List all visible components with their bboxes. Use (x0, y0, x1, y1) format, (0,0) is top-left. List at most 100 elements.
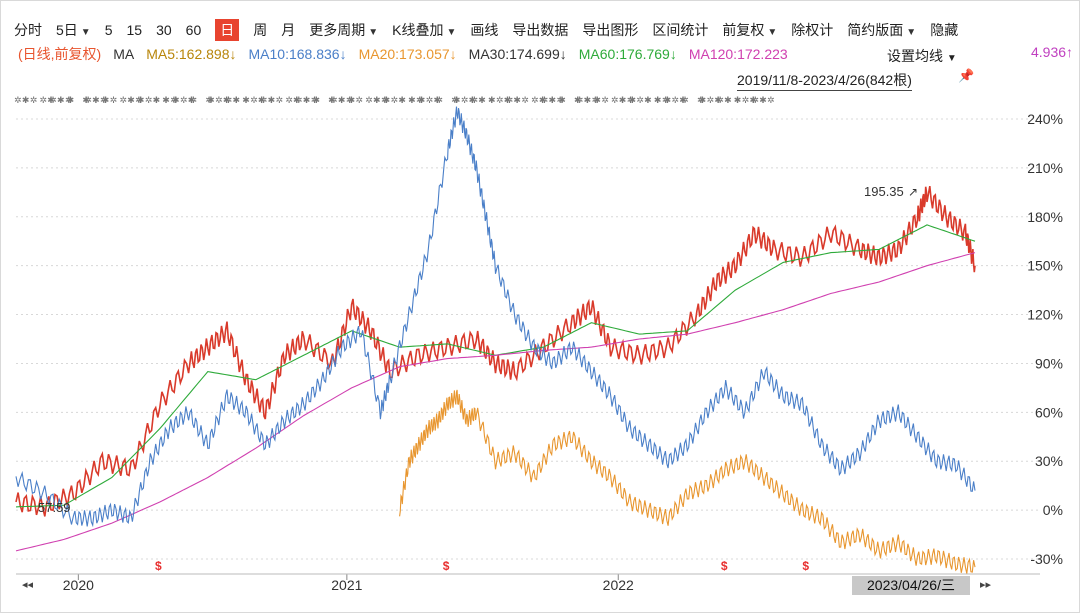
range-stats-button[interactable]: 区间统计 (652, 22, 709, 38)
event-dot: ✱ (734, 95, 742, 105)
adjust-forward-dropdown[interactable]: 前复权 ▼ (722, 22, 778, 38)
event-dot: ✱ (127, 95, 135, 105)
chevron-down-icon: ▼ (80, 27, 91, 38)
event-dot: ✱ (679, 95, 687, 105)
dividend-marker-icon[interactable]: $ (721, 559, 728, 573)
event-dot: ✲ (531, 95, 539, 105)
event-dot: ✲ (346, 95, 354, 105)
event-dot: ✲ (65, 95, 73, 105)
period-toolbar: 分时 5日 ▼ 5 15 30 60 日 周 月 更多周期 ▼ K线叠加 ▼ 画线 导… (14, 18, 972, 42)
event-dot: ✲ (355, 95, 363, 105)
event-dot: ✱ (338, 95, 346, 105)
dividend-marker-icon[interactable]: $ (443, 559, 450, 573)
event-dot: ✲ (697, 95, 705, 105)
series-line-2 (15, 252, 976, 552)
event-dot: ✲ (426, 95, 434, 105)
event-dot: ✱ (664, 95, 672, 105)
event-dot: ✲ (435, 95, 443, 105)
x-tick-label: 2021 (331, 577, 362, 593)
event-dot: ✱ (373, 95, 381, 105)
ma-settings-dropdown[interactable]: 设置均线 ▼ (887, 48, 957, 64)
series-line-4 (399, 389, 976, 574)
y-tick-label: 150% (1027, 258, 1063, 274)
event-dot: ✱ (628, 95, 636, 105)
y-tick-label: 90% (1035, 355, 1063, 371)
event-dot: ✲ (591, 95, 599, 105)
y-tick-label: 0% (1043, 502, 1063, 518)
event-dot: ✲ (391, 95, 399, 105)
event-dot: ✱ (207, 95, 215, 105)
event-dot: ✱ (574, 95, 582, 105)
tab-60min[interactable]: 60 (185, 22, 202, 38)
event-dot: ✲ (707, 95, 715, 105)
event-dot: ✲ (119, 95, 127, 105)
event-dot: ✲ (627, 95, 635, 105)
chevron-down-icon: ▼ (946, 53, 957, 64)
chevron-down-icon: ▼ (368, 27, 379, 38)
export-data-button[interactable]: 导出数据 (512, 22, 569, 38)
event-dot: ✲ (576, 95, 584, 105)
event-dot: ✲ (145, 95, 153, 105)
event-dot: ✱ (293, 95, 301, 105)
tab-5day[interactable]: 5日 ▼ (56, 22, 91, 38)
scroll-right-button[interactable]: ▸▸ (980, 579, 992, 591)
y-tick-label: 120% (1027, 307, 1063, 323)
y-tick-label: -30% (1030, 551, 1063, 567)
event-dot: ✱ (137, 95, 145, 105)
tab-daily[interactable]: 日 (215, 19, 240, 41)
ma60-value: MA60:176.769↓ (578, 46, 677, 62)
more-periods-dropdown[interactable]: 更多周期 ▼ (309, 22, 379, 38)
dividend-marker-icon[interactable]: $ (802, 559, 809, 573)
event-dot: ✱ (223, 95, 231, 105)
tab-monthly[interactable]: 月 (281, 22, 296, 38)
event-dot: ✱ (47, 95, 55, 105)
series-line-3 (15, 106, 976, 528)
chevron-down-icon: ▼ (906, 27, 917, 38)
chevron-down-icon: ▼ (767, 27, 778, 38)
event-dot: ✱ (469, 95, 477, 105)
tab-5min[interactable]: 5 (104, 22, 113, 38)
event-dot: ✲ (681, 95, 689, 105)
event-dot: ✲ (521, 95, 529, 105)
event-dot: ✱ (258, 95, 266, 105)
ex-rights-button[interactable]: 除权计 (791, 22, 834, 38)
tab-30min[interactable]: 30 (156, 22, 172, 38)
tab-weekly[interactable]: 周 (253, 22, 268, 38)
event-dot: ✲ (751, 95, 759, 105)
event-dot: ✲ (611, 95, 619, 105)
event-dot: ✱ (488, 95, 496, 105)
arrow-up-right-icon: ↗ (908, 185, 918, 199)
event-dot: ✲ (716, 95, 724, 105)
cursor-date: 2023/04/26/三 (852, 576, 970, 595)
hide-button[interactable]: 隐藏 (930, 22, 959, 38)
layout-dropdown[interactable]: 简约版面 ▼ (847, 22, 917, 38)
event-dot: ✲ (330, 95, 338, 105)
event-dot: ✲ (49, 95, 57, 105)
tab-15min[interactable]: 15 (126, 22, 143, 38)
event-dot: ✲ (742, 95, 750, 105)
event-dot: ✱ (433, 95, 441, 105)
event-dot: ✲ (170, 95, 178, 105)
pin-icon[interactable]: 📌 (958, 68, 975, 83)
event-dot: ✱ (759, 95, 767, 105)
event-dot: ✲ (135, 95, 143, 105)
event-dot: ✲ (250, 95, 258, 105)
event-dot: ✲ (636, 95, 644, 105)
y-tick-label: 210% (1027, 160, 1063, 176)
ma30-value: MA30:174.699↓ (468, 46, 567, 62)
dividend-marker-icon[interactable]: $ (155, 559, 162, 573)
kline-overlay-dropdown[interactable]: K线叠加 ▼ (392, 22, 457, 38)
event-dot: ✲ (285, 95, 293, 105)
event-dot: ✱ (328, 95, 336, 105)
tab-intraday[interactable]: 分时 (14, 22, 42, 38)
draw-line-button[interactable]: 画线 (470, 22, 499, 38)
scroll-left-button[interactable]: ◂◂ (22, 579, 34, 591)
export-image-button[interactable]: 导出图形 (582, 22, 639, 38)
event-dot: ✱ (188, 95, 196, 105)
event-dot: ✲ (225, 95, 233, 105)
event-dot: ✲ (541, 95, 549, 105)
event-dot: ✲ (381, 95, 389, 105)
event-dot: ✱ (593, 95, 601, 105)
event-dot: ✲ (496, 95, 504, 105)
